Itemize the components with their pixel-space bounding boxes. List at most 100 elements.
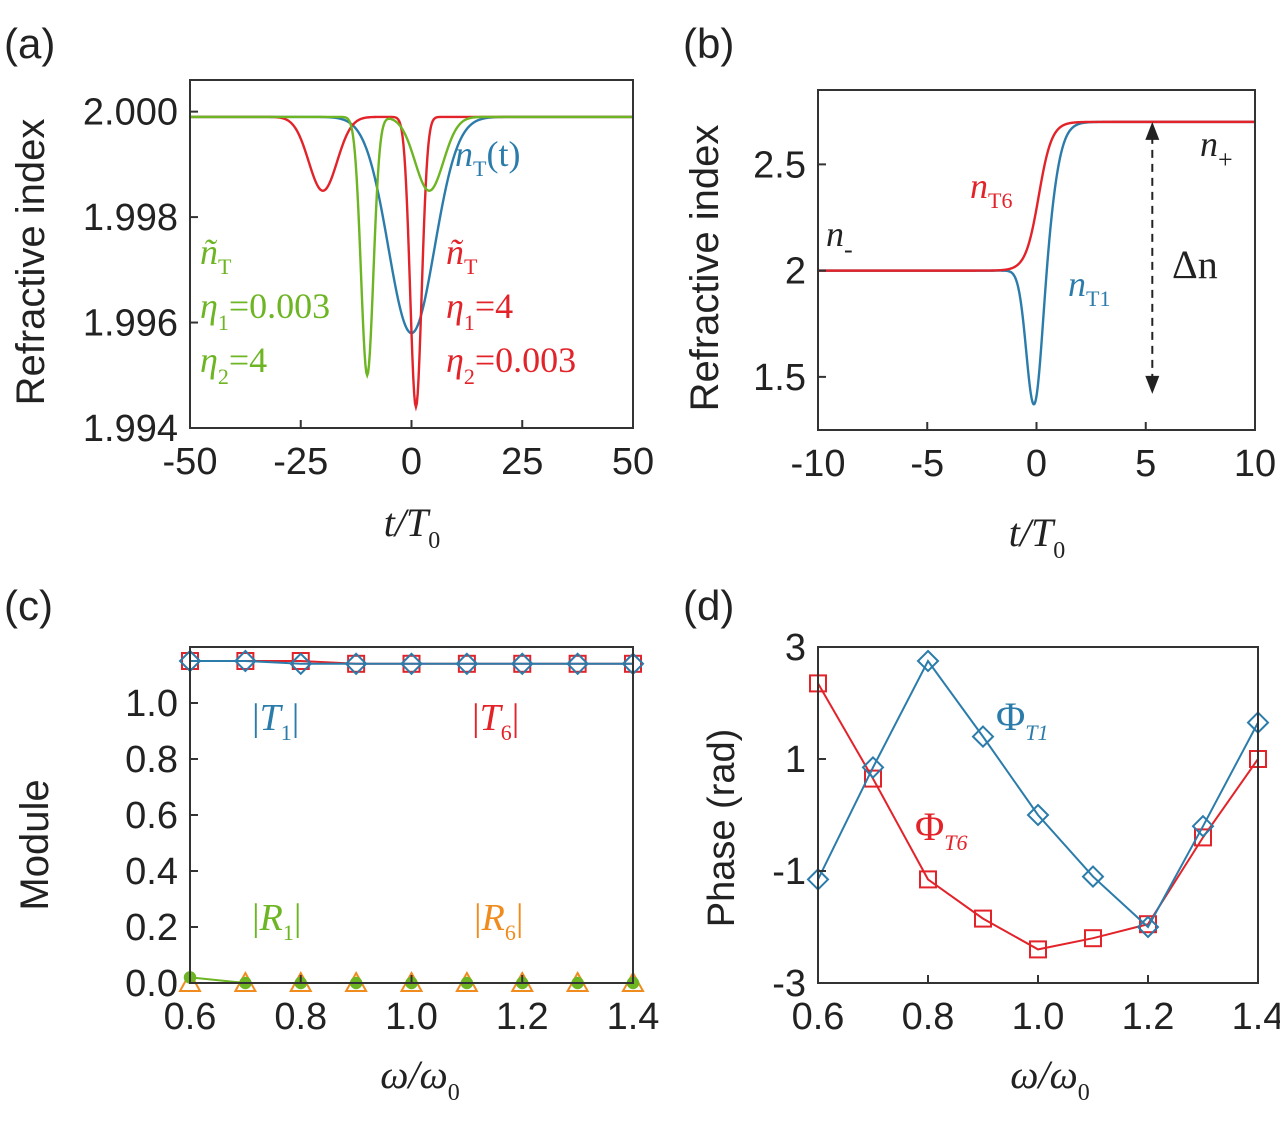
panel-a-green-nt-annotation: ñT [200,232,232,279]
x-tick-label: 25 [501,441,543,483]
panel-d-label: (d) [683,582,734,629]
y-tick-label: 0.4 [125,851,178,893]
diamond-marker [916,649,940,673]
panel-b-plot-area [818,120,1255,406]
panel-a: (a) Refractive index -50 -25 0 25 50 1.994 1.… [4,20,654,554]
y-tick-label: -1 [772,851,806,893]
x-tick-label: 10 [1234,443,1276,485]
panel-a-red-nt-annotation: ñT [446,232,478,279]
panel-b-n-plus-annotation: n+ [1200,124,1233,174]
x-tick-label: 1.2 [496,996,549,1038]
x-tick-label: 1.0 [1012,996,1065,1038]
x-tick-label: 1.2 [1122,996,1175,1038]
x-tick-label: 1.4 [607,996,660,1038]
panel-c-xlabel: ω/ω0 [380,1052,460,1106]
diamond-marker [1136,915,1160,939]
panel-a-green-eta1-annotation: η1=0.003 [200,286,330,335]
panel-a-green-eta2-annotation: η2=4 [200,340,267,389]
x-tick-label: -25 [273,441,328,483]
diamond-marker [1081,865,1105,889]
panel-b-label: (b) [683,20,734,67]
panel-d-x-ticks: 0.6 0.8 1.0 1.2 1.4 [792,975,1280,1038]
panel-a-label: (a) [4,20,55,67]
panel-a-ylabel: Refractive index [9,119,53,406]
square-marker [919,870,937,889]
delta-n-arrow-head-bottom [1145,375,1160,394]
series-line-nT6 [818,120,1255,272]
panel-b-x-ticks: -10 -5 0 5 10 [791,422,1276,485]
panel-d: (d) Phase (rad) 0.6 0.8 1.0 1.2 1.4 -3 -1 1 3 ω… [683,582,1280,1106]
panel-c-R6-annotation: |R6| [474,897,523,945]
panel-a-y-ticks: 1.994 1.996 1.998 2.000 [83,92,198,450]
panel-c-y-ticks: 0.0 0.2 0.4 0.6 0.8 1.0 [125,683,198,1005]
diamond-marker [400,652,423,676]
y-tick-label: 0.8 [125,739,178,781]
panel-c-x-ticks: 0.6 0.8 1.0 1.2 1.4 [164,975,660,1038]
square-marker [974,909,992,928]
panel-d-plot-area [806,649,1270,959]
square-marker [1084,929,1102,948]
panel-c-T1-annotation: |T1| [252,697,299,745]
diamond-marker [289,652,313,676]
panel-c-label: (c) [4,582,53,629]
panel-d-PhiT1-annotation: ΦT1 [996,694,1049,745]
x-tick-label: -5 [910,443,944,485]
diamond-marker [233,649,257,673]
series-line-green [190,115,633,380]
panel-b-nT6-annotation: nT6 [970,166,1012,213]
diamond-marker [510,652,534,676]
x-tick-label: 1.0 [385,996,438,1038]
panel-a-plot-area [190,115,633,412]
y-tick-label: 2 [785,251,806,293]
panel-c-ylabel: Module [13,779,57,910]
panel-b-delta-n-arrow [1145,121,1160,394]
square-marker [864,769,882,788]
x-tick-label: 0.6 [792,996,845,1038]
y-tick-label: 1.996 [83,303,178,345]
panel-a-xlabel: t/T0 [384,500,440,554]
diamond-marker [971,725,995,749]
y-tick-label: 1 [785,739,806,781]
y-tick-label: 1.5 [753,357,806,399]
x-tick-label: 0.6 [164,996,217,1038]
diamond-marker [861,755,885,779]
diamond-marker [1191,814,1215,838]
panel-a-x-ticks: -50 -25 0 25 50 [163,420,654,483]
panel-a-red-eta1-annotation: η1=4 [446,286,513,335]
panel-d-xlabel: ω/ω0 [1010,1052,1090,1106]
x-tick-label: -50 [163,441,218,483]
panel-b: (b) Refractive index -10 -5 0 5 10 1.5 2 2.5 t… [683,20,1276,564]
series-line-blue [817,659,1259,929]
panel-a-nT-annotation: nT(t) [455,134,520,181]
panel-b-ylabel: Refractive index [683,125,727,412]
diamond-marker [455,652,479,676]
x-tick-label: 50 [612,441,654,483]
y-tick-label: 0.6 [125,795,178,837]
x-tick-label: 1.4 [1232,996,1280,1038]
x-tick-label: -10 [791,443,846,485]
panel-b-xlabel: t/T0 [1009,510,1065,564]
diamond-marker [566,652,590,676]
square-marker [1029,940,1047,959]
diamond-marker [1026,803,1050,827]
y-tick-label: 3 [785,627,806,669]
panel-c-plot-area [178,649,645,992]
panel-b-y-ticks: 1.5 2 2.5 [753,144,826,399]
panel-b-n-minus-annotation: n- [826,214,853,264]
panel-d-ylabel: Phase (rad) [701,729,743,928]
x-tick-label: 0.8 [274,996,327,1038]
delta-n-arrow-head-top [1145,121,1160,140]
y-tick-label: 1.0 [125,683,178,725]
y-tick-label: 1.994 [83,408,178,450]
panel-b-nT1-annotation: nT1 [1068,264,1110,311]
square-marker [1194,828,1212,847]
panel-b-delta-n-annotation: Δn [1172,242,1218,287]
y-tick-label: 2.5 [753,144,806,186]
x-tick-label: 0.8 [902,996,955,1038]
panel-c-T6-annotation: |T6| [472,697,519,745]
panel-d-PhiT6-annotation: ΦT6 [915,804,968,855]
series-line-blue [190,660,633,665]
diamond-marker [344,652,368,676]
panel-d-y-ticks: -3 -1 1 3 [772,627,826,1005]
x-tick-label: 0 [401,441,422,483]
